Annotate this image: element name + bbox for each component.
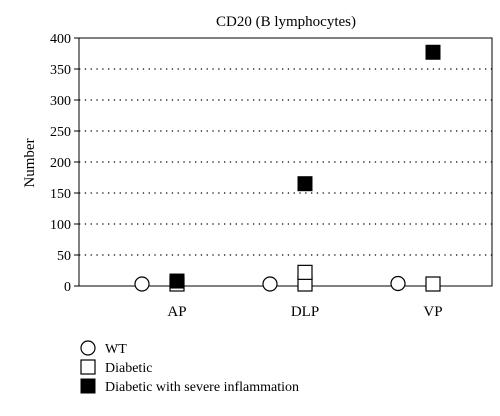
data-point-open-square	[425, 276, 441, 292]
data-point-open-circle	[262, 276, 278, 292]
y-tick-label: 100	[50, 218, 71, 233]
x-tick-label: AP	[167, 304, 186, 320]
y-tick-label: 300	[50, 94, 71, 109]
data-point-filled-square	[297, 176, 313, 192]
legend-marker-filled-square	[80, 378, 96, 394]
x-axis-ticks: AP DLP VP	[167, 304, 442, 320]
data-markers	[134, 44, 441, 292]
gridlines	[79, 68, 492, 256]
legend-label: Diabetic with severe inflammation	[105, 380, 299, 395]
legend-label: Diabetic	[105, 361, 152, 376]
data-point-filled-square	[169, 273, 185, 289]
data-point-open-circle	[390, 275, 406, 292]
y-tick-label: 200	[50, 156, 71, 171]
legend: WT Diabetic Diabetic with severe inflammat…	[80, 340, 299, 395]
y-tick-label: 400	[50, 32, 71, 47]
legend-marker-open-square	[80, 359, 96, 375]
y-axis-ticks: 0 50 100 150 200 250 300 350 400	[50, 32, 79, 295]
x-tick-label: VP	[423, 304, 442, 320]
y-tick-label: 350	[50, 63, 71, 78]
y-tick-label: 0	[64, 280, 71, 295]
data-point-open-square	[297, 264, 313, 280]
y-tick-label: 50	[57, 249, 71, 264]
y-tick-label: 250	[50, 125, 71, 140]
x-tick-label: DLP	[291, 304, 319, 320]
y-axis-label: Number	[22, 138, 38, 187]
data-point-filled-square	[425, 44, 441, 60]
chart-title: CD20 (B lymphocytes)	[216, 14, 356, 30]
legend-label: WT	[105, 342, 127, 357]
plot-frame	[78, 37, 493, 287]
legend-marker-open-circle	[80, 340, 96, 356]
y-tick-label: 150	[50, 187, 71, 202]
data-point-open-circle	[134, 276, 150, 292]
